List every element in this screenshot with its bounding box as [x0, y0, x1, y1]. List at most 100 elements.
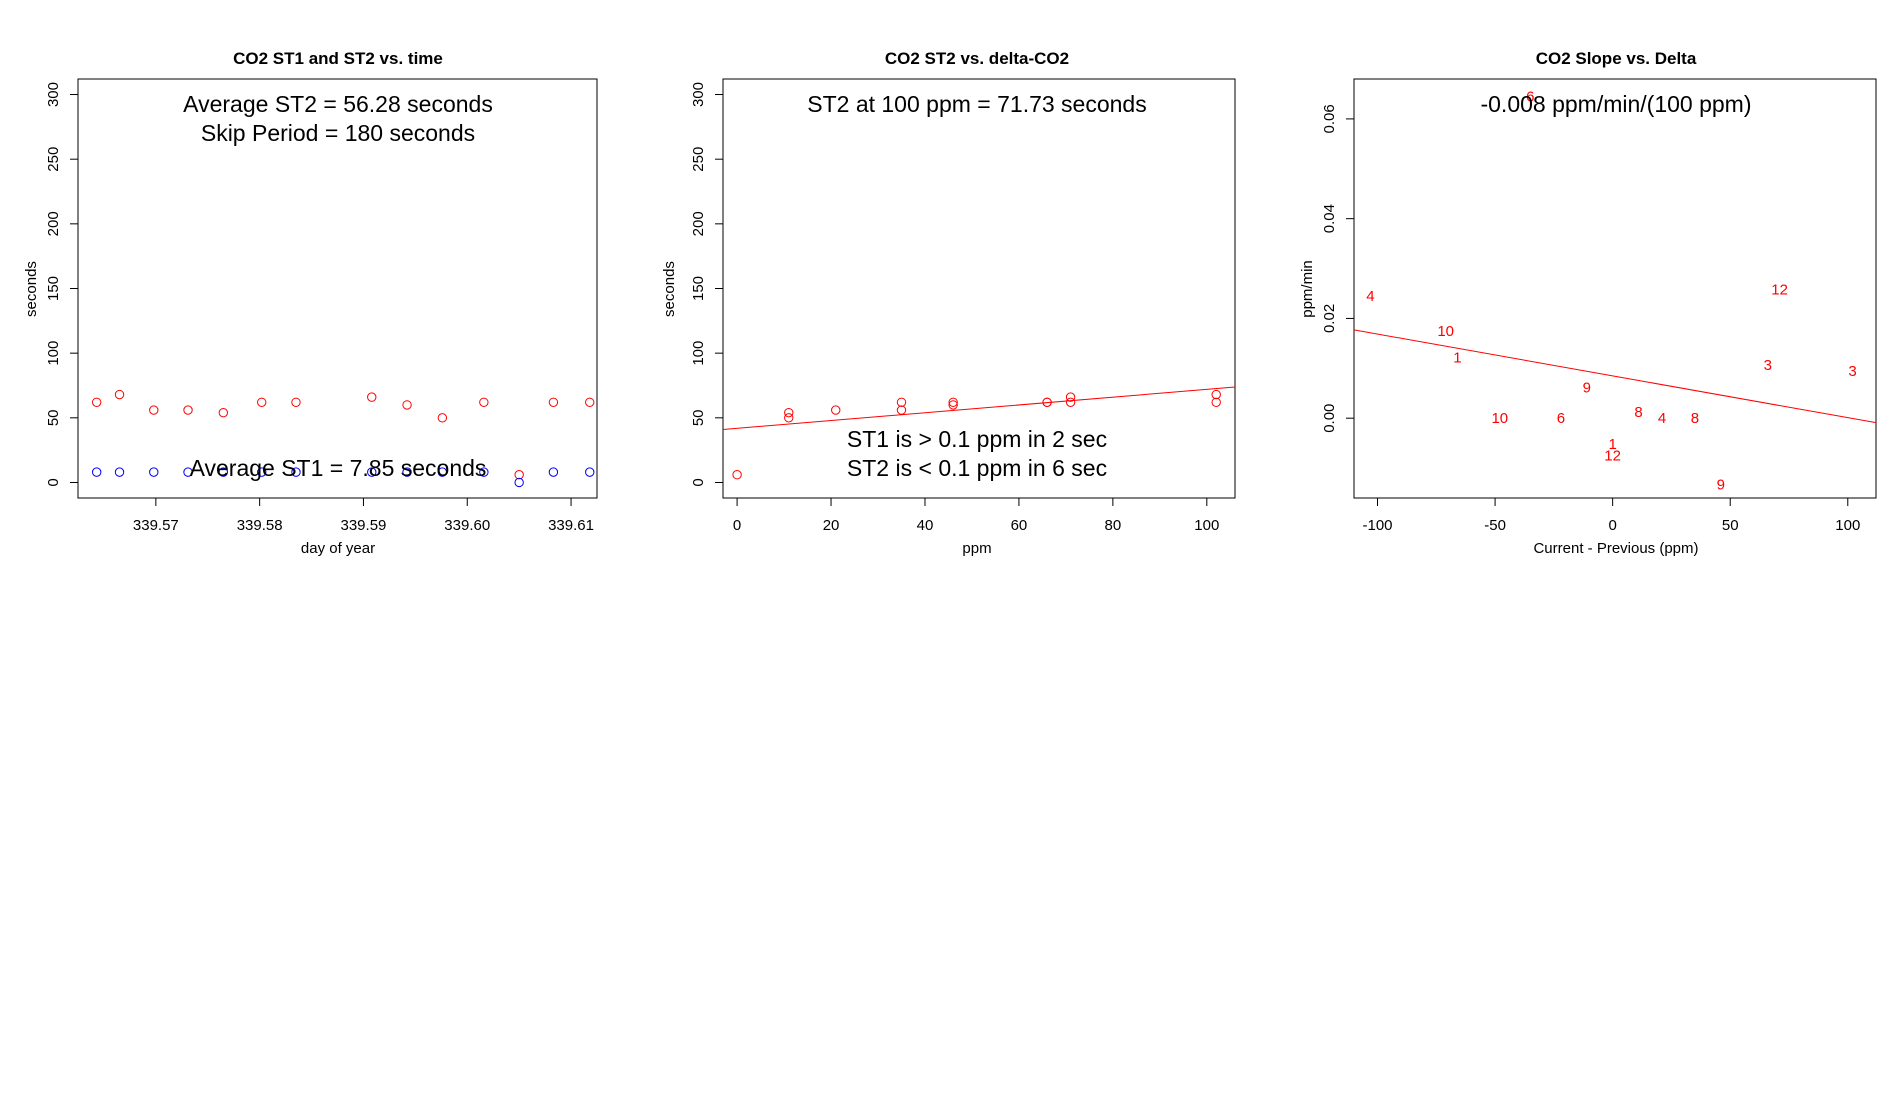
data-point-st2 [784, 413, 794, 423]
y-tick-label: 250 [45, 147, 62, 172]
point-label: 8 [1691, 410, 1699, 427]
point-label: 12 [1771, 281, 1788, 298]
point-label: 9 [1717, 477, 1725, 494]
data-point-st2 [183, 405, 193, 415]
y-tick-label: 250 [690, 147, 707, 172]
x-tick-label: 339.60 [444, 517, 490, 534]
data-point-st1 [257, 467, 267, 477]
x-tick-label: 60 [1011, 517, 1028, 534]
point-label: 10 [1437, 323, 1454, 340]
data-point-st1 [91, 467, 102, 477]
y-tick-label: 300 [45, 82, 62, 107]
data-point-st1 [548, 467, 559, 477]
data-point-st2 [367, 392, 377, 402]
average-st2-annotation: Average ST2 = 56.28 seconds [183, 91, 493, 117]
chart-title: CO2 ST2 vs. delta-CO2 [885, 49, 1069, 68]
y-tick-label: 150 [690, 276, 707, 301]
data-point-st2 [402, 400, 412, 410]
point-label: 4 [1366, 288, 1374, 305]
x-axis-label: Current - Previous (ppm) [1533, 540, 1698, 557]
chart-st2-vs-delta: CO2 ST2 vs. delta-CO2 0 20 40 60 80 100 0 50 100… [661, 49, 1236, 557]
y-tick-label: 200 [45, 211, 62, 236]
chart-slope-vs-delta: CO2 Slope vs. Delta -100 -50 0 50 100 0.00 0.0… [1299, 49, 1877, 557]
x-tick-label: 0 [733, 517, 741, 534]
point-label: 3 [1848, 363, 1856, 380]
axis-ticks: 0 20 40 60 80 100 0 50 100 150 200 250 300 [690, 82, 1219, 534]
x-tick-label: 50 [1722, 517, 1739, 534]
skip-period-annotation: Skip Period = 180 seconds [201, 120, 475, 146]
data-point-st1 [514, 477, 524, 488]
y-tick-label: 0.06 [1321, 104, 1338, 133]
y-tick-label: 50 [690, 409, 707, 426]
chart-title: CO2 Slope vs. Delta [1536, 49, 1697, 68]
st2-threshold-annotation: ST2 is < 0.1 ppm in 6 sec [847, 455, 1107, 481]
data-point-st2 [732, 470, 742, 480]
x-tick-label: 0 [1608, 517, 1616, 534]
x-tick-label: -50 [1484, 517, 1506, 534]
data-point-st1 [149, 467, 159, 477]
x-tick-label: 100 [1835, 517, 1860, 534]
data-point-st2 [257, 397, 267, 408]
regression-line [722, 386, 1236, 430]
data-point-st2 [291, 397, 301, 408]
data-point-st2 [948, 400, 958, 410]
slope-annotation: -0.008 ppm/min/(100 ppm) [1480, 91, 1751, 117]
data-point-st2 [585, 397, 595, 408]
x-tick-label: 40 [917, 517, 934, 534]
data-point-st1 [402, 467, 412, 477]
regression-line [1353, 329, 1877, 424]
data-point-st2 [91, 397, 102, 408]
y-tick-label: 0.02 [1321, 304, 1338, 333]
data-point-st2 [1211, 397, 1221, 408]
data-point-st1 [291, 467, 301, 477]
data-point-st2 [548, 397, 559, 408]
data-point-st2 [218, 407, 229, 418]
st1-threshold-annotation: ST1 is > 0.1 ppm in 2 sec [847, 426, 1107, 452]
data-point-st2 [479, 397, 489, 408]
y-axis-label: ppm/min [1299, 260, 1316, 318]
point-label: 10 [1491, 410, 1508, 427]
point-label: 3 [1764, 357, 1772, 374]
y-tick-label: 100 [690, 341, 707, 366]
point-label: 1 [1608, 436, 1616, 453]
x-tick-label: -100 [1362, 517, 1392, 534]
data-point-st1 [585, 467, 595, 477]
y-tick-label: 0 [690, 478, 707, 486]
axis-ticks: -100 -50 0 50 100 0.00 0.02 0.04 0.06 [1321, 104, 1860, 534]
x-tick-label: 100 [1194, 517, 1219, 534]
y-tick-label: 100 [45, 341, 62, 366]
data-point-st2 [896, 397, 907, 408]
point-label: 4 [1658, 410, 1666, 427]
x-axis-label: day of year [301, 540, 375, 557]
point-label: 12 [1604, 448, 1621, 465]
data-point-st2 [149, 405, 159, 415]
data-point-st1 [367, 467, 377, 477]
data-point-st2 [948, 397, 958, 408]
data-point-st2 [831, 405, 841, 415]
y-tick-label: 300 [690, 82, 707, 107]
data-point-st2 [1065, 397, 1076, 408]
chart-title: CO2 ST1 and ST2 vs. time [233, 49, 443, 68]
x-tick-label: 339.57 [133, 517, 179, 534]
data-points [91, 389, 595, 488]
x-tick-label: 80 [1105, 517, 1122, 534]
point-label: 6 [1526, 88, 1534, 105]
average-st1-annotation: Average ST1 = 7.85 seconds [190, 455, 487, 481]
y-tick-label: 150 [45, 276, 62, 301]
x-tick-label: 20 [823, 517, 840, 534]
data-point-st2 [437, 413, 448, 423]
x-axis-label: ppm [962, 540, 991, 557]
y-axis-label: seconds [23, 261, 40, 317]
y-tick-label: 50 [45, 409, 62, 426]
data-point-st2 [1211, 389, 1221, 400]
chart-st-vs-time: CO2 ST1 and ST2 vs. time 339.57 339.58 339… [23, 49, 598, 557]
data-point-st1 [183, 467, 193, 477]
st2-at-100ppm-annotation: ST2 at 100 ppm = 71.73 seconds [807, 91, 1146, 117]
data-points [722, 386, 1236, 480]
y-tick-label: 0.00 [1321, 404, 1338, 433]
data-point-st2 [514, 470, 524, 480]
data-point-st1 [218, 467, 229, 477]
point-label: 9 [1583, 379, 1591, 396]
